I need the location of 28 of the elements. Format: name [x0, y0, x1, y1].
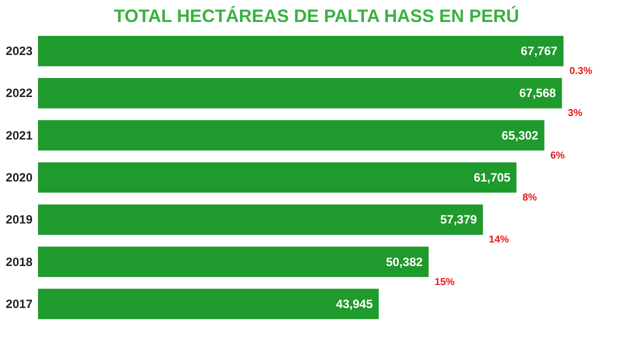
- y-tick-label: 2022: [6, 86, 33, 100]
- y-tick-label: 2020: [6, 170, 33, 184]
- bar: [38, 288, 379, 320]
- bar: [38, 36, 564, 66]
- data-label: 61,705: [474, 170, 511, 184]
- annotation: 15%: [434, 276, 455, 288]
- data-label: 67,767: [520, 44, 558, 58]
- chart-title: TOTAL HECTÁREAS DE PALTA HASS EN PERÚ: [114, 6, 520, 26]
- annotation: 3%: [568, 108, 582, 120]
- bar: [38, 204, 483, 235]
- annotation: 14%: [488, 234, 510, 246]
- y-tick-label: 2023: [6, 44, 33, 58]
- annotation: 8%: [522, 192, 538, 204]
- data-label: 57,379: [440, 212, 478, 227]
- bar: [38, 246, 429, 277]
- y-tick-label: 2019: [6, 212, 33, 227]
- data-label: 50,382: [386, 254, 423, 269]
- annotation: 6%: [550, 150, 565, 162]
- bar: [38, 78, 562, 108]
- y-tick-label: 2018: [6, 254, 33, 269]
- data-label: 67,568: [519, 86, 556, 100]
- y-tick-label: 2017: [6, 296, 33, 311]
- y-tick-label: 2021: [6, 128, 33, 142]
- data-label: 65,302: [502, 128, 539, 142]
- annotation: 0.3%: [569, 66, 592, 78]
- bar: [38, 162, 516, 193]
- data-label: 43,945: [336, 296, 374, 311]
- bar: [38, 120, 544, 151]
